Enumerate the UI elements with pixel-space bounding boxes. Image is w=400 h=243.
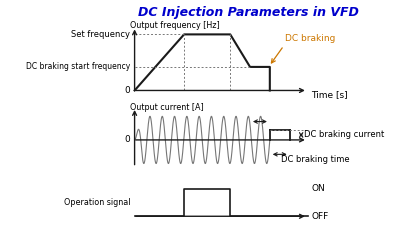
Text: Set frequency: Set frequency: [72, 30, 130, 39]
Text: Operation signal: Operation signal: [64, 198, 130, 207]
Text: Output current [A]: Output current [A]: [130, 104, 204, 113]
Text: DC braking start frequency: DC braking start frequency: [26, 62, 130, 71]
Text: 0: 0: [125, 135, 130, 144]
Text: DC braking time: DC braking time: [281, 155, 350, 164]
Text: Time [s]: Time [s]: [311, 90, 348, 99]
Text: 0: 0: [125, 86, 130, 95]
Text: Output frequency [Hz]: Output frequency [Hz]: [130, 21, 220, 30]
Text: DC braking: DC braking: [285, 34, 335, 43]
Text: DC Injection Parameters in VFD: DC Injection Parameters in VFD: [138, 6, 358, 19]
Text: ON: ON: [311, 184, 325, 193]
Text: OFF: OFF: [311, 212, 328, 221]
Text: DC braking current: DC braking current: [304, 130, 385, 139]
